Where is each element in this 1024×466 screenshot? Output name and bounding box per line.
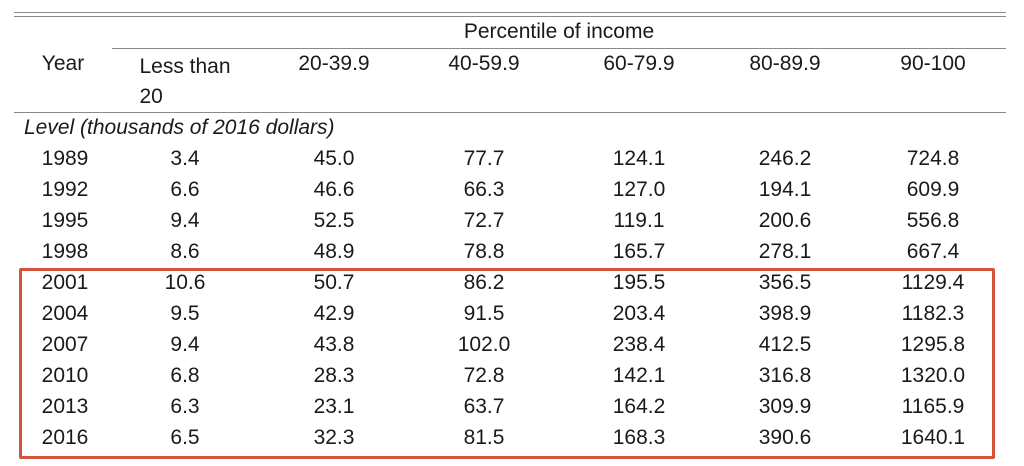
col-header-less-than-20: Less than 20 [139,52,230,112]
value-cell: 1295.8 [900,333,966,356]
year-cell: 2007 [41,333,89,356]
value-cell: 165.7 [612,240,666,263]
value-cell: 6.6 [170,178,200,201]
value-cell: 316.8 [758,364,812,387]
value-cell: 278.1 [758,240,812,263]
value-cell: 124.1 [612,147,666,170]
value-cell: 9.4 [170,209,200,232]
value-cell: 667.4 [906,240,960,263]
col-header: 90-100 [900,52,966,75]
value-cell: 43.8 [313,333,355,356]
value-cell: 42.9 [313,302,355,325]
value-cell: 46.6 [313,178,355,201]
year-cell: 1995 [41,209,89,232]
value-cell: 77.7 [463,147,505,170]
value-cell: 6.3 [170,395,200,418]
value-cell: 72.7 [463,209,505,232]
value-cell: 3.4 [170,147,200,170]
value-cell: 556.8 [906,209,960,232]
value-cell: 1640.1 [900,426,966,449]
year-cell: 1998 [41,240,89,263]
value-cell: 91.5 [463,302,505,325]
value-cell: 238.4 [612,333,666,356]
value-cell: 9.5 [170,302,200,325]
value-cell: 52.5 [313,209,355,232]
year-header: Year [41,52,85,75]
value-cell: 142.1 [612,364,666,387]
spanner-rule [112,48,1006,49]
header-bottom-rule [14,112,1006,113]
value-cell: 164.2 [612,395,666,418]
value-cell: 609.9 [906,178,960,201]
year-cell: 2001 [41,271,89,294]
value-cell: 48.9 [313,240,355,263]
value-cell: 1182.3 [901,302,965,325]
year-cell: 2004 [41,302,89,325]
year-cell: 1989 [41,147,89,170]
col-header: 40-59.9 [448,52,520,75]
value-cell: 119.1 [613,209,665,232]
value-cell: 32.3 [313,426,355,449]
value-cell: 1129.4 [901,271,965,294]
top-rule-double [14,16,1006,17]
section-label: Level (thousands of 2016 dollars) [24,116,335,139]
col-header-line: 20 [139,85,163,108]
value-cell: 23.1 [313,395,355,418]
col-header: 60-79.9 [603,52,675,75]
col-header: 80-89.9 [749,52,821,75]
value-cell: 28.3 [313,364,355,387]
value-cell: 45.0 [313,147,355,170]
value-cell: 9.4 [170,333,200,356]
col-header-line: Less than [139,55,231,78]
year-cell: 2013 [41,395,89,418]
value-cell: 6.8 [170,364,200,387]
value-cell: 195.5 [612,271,666,294]
value-cell: 63.7 [463,395,505,418]
value-cell: 398.9 [758,302,812,325]
year-cell: 2016 [41,426,89,449]
value-cell: 724.8 [906,147,960,170]
value-cell: 8.6 [170,240,200,263]
value-cell: 72.8 [463,364,505,387]
value-cell: 390.6 [758,426,812,449]
top-rule [14,12,1006,13]
value-cell: 203.4 [612,302,666,325]
value-cell: 1165.9 [901,395,965,418]
value-cell: 78.8 [463,240,505,263]
value-cell: 6.5 [170,426,200,449]
spanner-title: Percentile of income [463,20,655,43]
year-cell: 2010 [41,364,89,387]
value-cell: 66.3 [463,178,505,201]
value-cell: 102.0 [457,333,511,356]
value-cell: 246.2 [758,147,812,170]
value-cell: 81.5 [463,426,505,449]
value-cell: 309.9 [758,395,812,418]
value-cell: 86.2 [463,271,505,294]
highlight-box [19,268,995,459]
col-header: 20-39.9 [298,52,370,75]
value-cell: 200.6 [758,209,812,232]
value-cell: 168.3 [612,426,666,449]
value-cell: 10.6 [164,271,206,294]
year-cell: 1992 [41,178,89,201]
value-cell: 412.5 [758,333,812,356]
value-cell: 50.7 [313,271,355,294]
value-cell: 1320.0 [900,364,966,387]
value-cell: 194.1 [758,178,812,201]
value-cell: 356.5 [758,271,812,294]
value-cell: 127.0 [612,178,666,201]
